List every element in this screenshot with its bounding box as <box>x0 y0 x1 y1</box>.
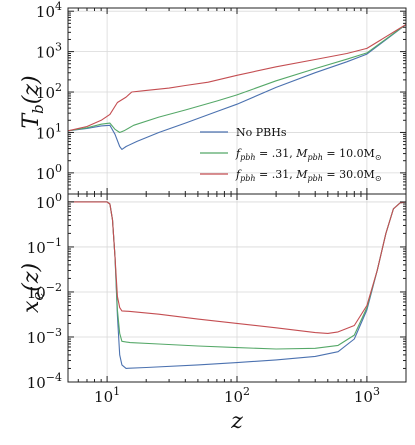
xtick-label: 103 <box>354 385 380 406</box>
xtick-label: 101 <box>94 385 120 406</box>
top-panel-series <box>68 24 406 150</box>
top-ytick-label: 104 <box>36 0 62 21</box>
xtick-label: 102 <box>224 385 250 406</box>
bottom-panel-xlabel: z <box>230 409 243 434</box>
top-series-line-2 <box>68 24 406 132</box>
svg-text:Tb(z): Tb(z) <box>19 75 47 128</box>
bottom-ytick-label: 10−1 <box>27 236 62 257</box>
legend-label-2: fpbh = .31, Mpbh = 30.0M⊙ <box>235 168 382 183</box>
bottom-ytick-label: 10−3 <box>27 326 62 347</box>
bottom-panel-ylabel: xe(z) <box>19 263 47 313</box>
top-panel-grid <box>68 8 406 194</box>
top-panel-ylabel: Tb(z) <box>19 75 47 128</box>
top-ytick-label: 103 <box>36 41 62 62</box>
bottom-series-line-2 <box>68 201 406 334</box>
top-series-line-0 <box>68 24 406 150</box>
bottom-ytick-label: 10−4 <box>27 371 62 392</box>
bottom-panel-series <box>68 201 406 369</box>
top-ytick-label: 100 <box>36 162 62 183</box>
svg-text:xe(z): xe(z) <box>19 263 47 313</box>
top-series-line-1 <box>68 24 406 134</box>
legend: No PBHs fpbh = .31, Mpbh = 10.0M⊙ fpbh = .… <box>200 126 382 183</box>
bottom-panel-grid <box>68 194 406 383</box>
bottom-ytick-label: 100 <box>36 191 62 212</box>
legend-label-0: No PBHs <box>236 126 287 139</box>
legend-label-1: fpbh = .31, Mpbh = 10.0M⊙ <box>235 147 382 162</box>
